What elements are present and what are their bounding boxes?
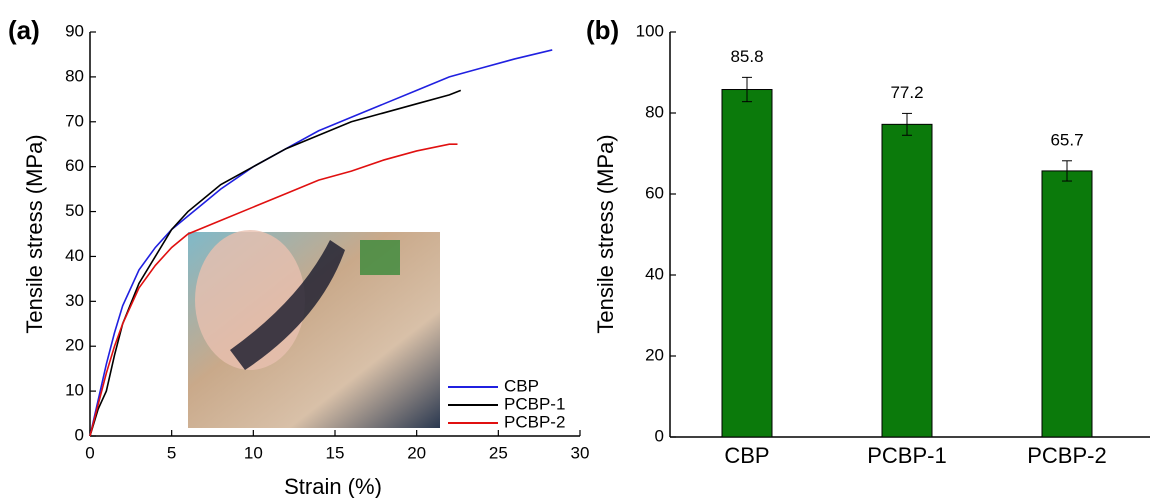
y-tick-label: 30	[65, 291, 84, 310]
y-tick-label: 60	[65, 156, 84, 175]
figure: (a) (b) Strain (%) Tensile stress (MPa) …	[0, 0, 1153, 498]
x-tick-label: CBP	[724, 443, 769, 468]
value-label: 77.2	[890, 83, 923, 102]
y-tick-label: 50	[65, 201, 84, 220]
y-tick-label: 80	[645, 102, 664, 121]
x-tick-label: PCBP-1	[867, 443, 946, 468]
value-label: 65.7	[1050, 130, 1083, 149]
y-axis-title: Tensile stress (MPa)	[22, 134, 47, 333]
panel-label: (a)	[8, 15, 40, 45]
x-axis-title: Strain (%)	[284, 474, 382, 498]
y-axis-title: Tensile stress (MPa)	[593, 134, 618, 333]
inset-photo	[188, 230, 440, 428]
bar	[882, 124, 932, 437]
y-tick-label: 100	[636, 21, 664, 40]
y-tick-label: 40	[645, 264, 664, 283]
x-tick-label: 0	[85, 443, 94, 462]
x-tick-label: 5	[167, 443, 176, 462]
y-tick-label: 80	[65, 66, 84, 85]
y-tick-label: 60	[645, 183, 664, 202]
bar	[1042, 171, 1092, 437]
value-label: 85.8	[730, 47, 763, 66]
y-tick-label: 90	[65, 21, 84, 40]
x-tick-label: PCBP-2	[1027, 443, 1106, 468]
x-tick-label: 10	[244, 443, 263, 462]
panel-label: (b)	[586, 15, 619, 45]
x-tick-label: 30	[571, 443, 590, 462]
x-tick-label: 20	[407, 443, 426, 462]
y-tick-label: 10	[65, 381, 84, 400]
legend-label: PCBP-2	[504, 412, 565, 431]
y-tick-label: 0	[75, 425, 84, 444]
y-tick-label: 0	[655, 426, 664, 445]
y-tick-label: 20	[645, 345, 664, 364]
y-tick-label: 70	[65, 111, 84, 130]
legend-label: PCBP-1	[504, 394, 565, 413]
y-tick-label: 40	[65, 246, 84, 265]
x-tick-label: 15	[326, 443, 345, 462]
y-tick-label: 20	[65, 336, 84, 355]
bar	[722, 90, 772, 437]
legend-label: CBP	[504, 376, 539, 395]
x-tick-label: 25	[489, 443, 508, 462]
